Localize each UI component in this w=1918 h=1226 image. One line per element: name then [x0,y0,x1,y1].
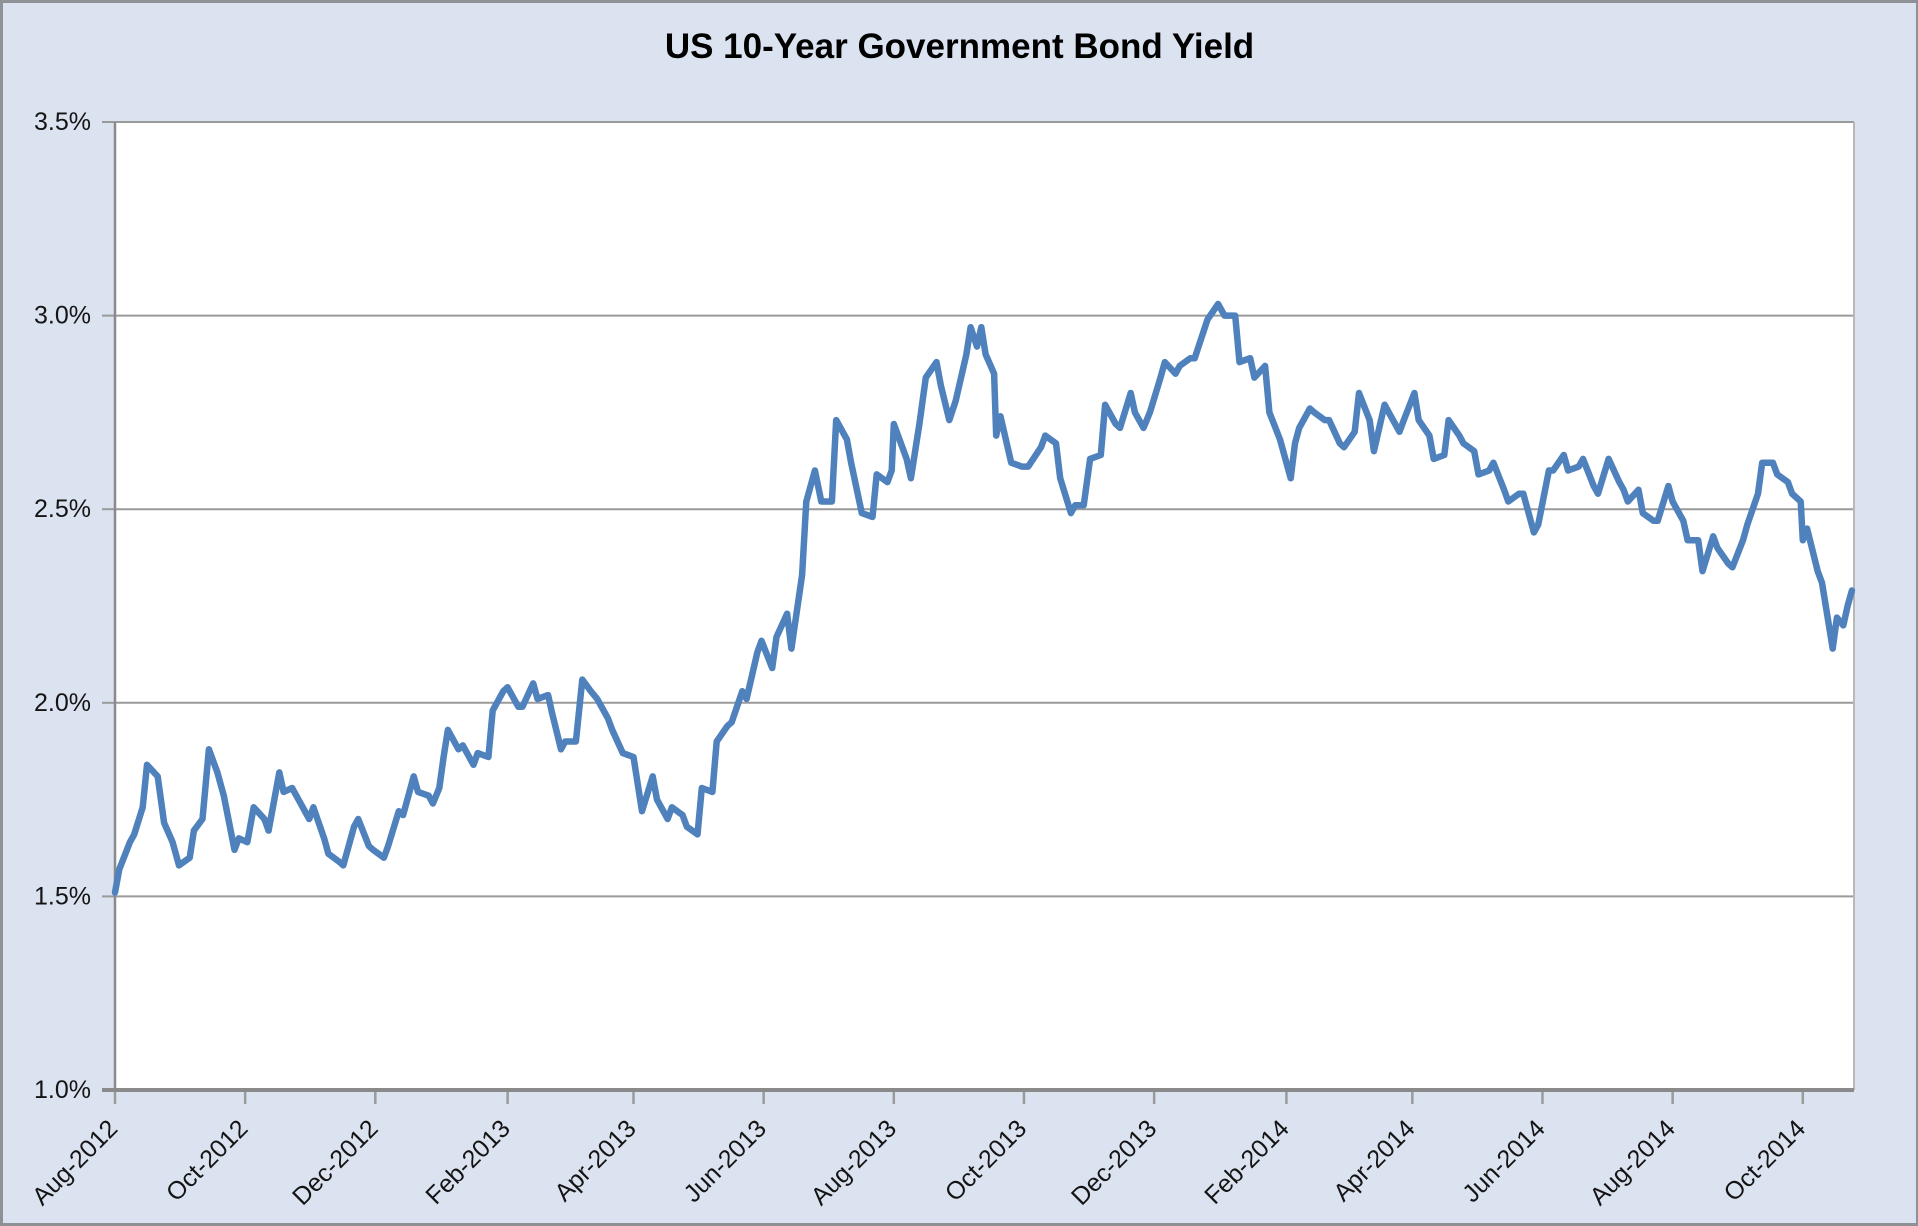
x-axis-label: Oct-2014 [1719,1114,1812,1207]
y-axis-label: 3.0% [34,302,91,330]
y-axis-label: 3.5% [34,108,91,136]
yield-series-line [111,300,1856,896]
x-axis-label: Oct-2012 [161,1114,254,1207]
x-axis-label: Jun-2013 [678,1114,772,1208]
x-axis-label: Aug-2013 [806,1114,902,1210]
x-axis-label: Apr-2014 [1328,1114,1421,1207]
x-axis-label: Aug-2014 [1584,1114,1681,1211]
x-axis-label: Aug-2012 [27,1114,123,1210]
plot-background [115,122,1854,1090]
x-axis-label: Oct-2013 [940,1114,1033,1207]
x-axis-label: Feb-2013 [420,1114,515,1209]
y-axis-label: 2.5% [34,495,91,523]
x-axis-label: Jun-2014 [1457,1114,1551,1208]
chart-title: US 10-Year Government Bond Yield [664,27,1255,66]
x-axis-label: Apr-2013 [549,1114,642,1207]
x-axis-label: Feb-2014 [1199,1114,1295,1210]
y-axis-label: 2.0% [34,689,91,717]
y-axis-label: 1.0% [34,1076,91,1104]
y-axis-label: 1.5% [34,882,91,910]
plot-area: 3.5% 3.0% 2.5% 2.0% 1.5% 1.0% Aug-2012 Oct-2012… [27,108,1856,1211]
x-axis-label: Dec-2013 [1066,1114,1162,1210]
x-axis-label: Dec-2012 [287,1114,383,1210]
